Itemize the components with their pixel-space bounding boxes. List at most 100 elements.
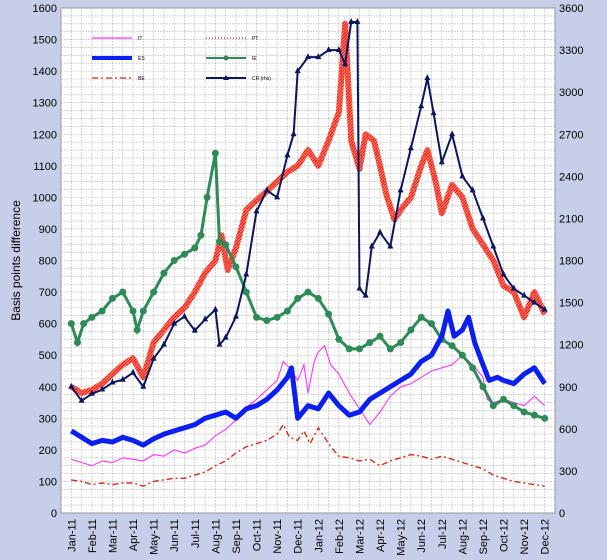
series-cr-rhs-marker [140, 382, 147, 389]
series-cr-rhs-marker [294, 67, 301, 74]
series-ie-marker [304, 288, 312, 296]
series-cr-rhs-marker [181, 312, 188, 319]
x-tick-label: Oct-11 [252, 519, 264, 551]
legend-es: ES [92, 56, 145, 62]
series-ie-marker [88, 313, 96, 321]
series-cr-rhs-marker [418, 102, 425, 109]
y-tick-label: 900 [39, 224, 57, 236]
series-ie-marker [530, 411, 538, 419]
x-tick-label: Dec-12 [540, 519, 552, 554]
x-tick-label: Feb-12 [334, 519, 346, 554]
series-ie-marker [197, 231, 205, 239]
series-cr-rhs-marker [490, 242, 497, 249]
series-cr-rhs-marker [150, 354, 157, 361]
series-cr-rhs-marker [362, 291, 369, 298]
x-tick-label: May-12 [396, 519, 408, 556]
series-ie-marker [448, 342, 456, 350]
series-cr-rhs-marker [171, 319, 178, 326]
series-cr-rhs-marker [438, 158, 445, 165]
series-cr-rhs-marker [407, 144, 414, 151]
y-tick-label: 600 [39, 319, 57, 331]
series-ie-marker [232, 263, 240, 271]
series-ie-marker [181, 250, 188, 258]
y-tick-label: 1400 [33, 66, 57, 78]
x-tick-label: Sep-11 [231, 519, 243, 554]
x-tick-label: Nov-12 [519, 519, 531, 554]
series-cr-rhs-marker [424, 74, 431, 81]
y-tick-label: 0 [51, 508, 57, 520]
series-cr-rhs-marker [68, 382, 75, 389]
series-ie-marker [191, 244, 199, 252]
y-tick-label: 400 [39, 382, 57, 394]
series-cr-rhs-marker [479, 214, 486, 221]
series-ie-marker [407, 326, 415, 334]
series-ie-marker [314, 294, 322, 302]
legend-pt-label: PT [252, 36, 258, 42]
y2-tick-label: 0 [559, 508, 565, 520]
series-cr-rhs-marker [243, 270, 250, 277]
series-ie-marker [428, 320, 435, 328]
legend-pt: PT [206, 36, 258, 42]
series-cr-rhs-marker [305, 53, 311, 60]
series-es-line [69, 308, 547, 448]
y-tick-label: 500 [39, 350, 57, 362]
x-tick-label: Oct-12 [499, 519, 511, 552]
series-cr-rhs-marker [212, 305, 219, 312]
series-cr-rhs-marker [284, 151, 291, 158]
series-cr-rhs-marker [521, 291, 528, 298]
x-tick-label: Apr-12 [375, 519, 387, 552]
series-cr-rhs-marker [449, 130, 456, 137]
series-cr-rhs-marker [315, 53, 322, 60]
series-cr-rhs-marker [500, 270, 507, 277]
x-tick-label: Aug-11 [210, 519, 222, 554]
series-cr-rhs-marker [368, 242, 375, 249]
series-ie-marker [520, 408, 528, 416]
legend-be-label: BE [138, 76, 145, 82]
x-tick-label: Jun-11 [169, 519, 181, 552]
series-cr-rhs-marker [274, 193, 281, 200]
series-cr-rhs-marker [263, 186, 270, 193]
series-ie-marker [417, 313, 425, 321]
y2-tick-label: 1800 [559, 256, 583, 268]
series-ie-marker [242, 288, 250, 296]
y-tick-label: 800 [39, 256, 57, 268]
series-cr-rhs-marker [459, 172, 466, 179]
series-ie-marker [98, 307, 106, 315]
series-ie-marker [203, 193, 211, 201]
legend-ie-label: IE [252, 56, 257, 62]
y-tick-label: 1600 [33, 3, 57, 15]
series-ie-marker [397, 339, 405, 347]
legend-cr-rhs-marker [223, 75, 229, 80]
series-ie-marker [263, 316, 271, 324]
legend-cr-rhs: CR (rhs) [206, 75, 271, 82]
series-cr-rhs-marker [216, 340, 223, 347]
y-tick-label: 1100 [33, 161, 57, 173]
series-ie-marker [108, 294, 116, 302]
series-ie-marker [139, 307, 147, 315]
x-tick-label: Nov-11 [272, 519, 284, 554]
series-ie-marker [273, 313, 281, 321]
series-cr-rhs-marker [160, 340, 167, 347]
series-cr-rhs-marker [387, 242, 394, 249]
series-cr-rhs-marker [377, 228, 384, 235]
series-ie-marker [222, 241, 230, 249]
series-cr-rhs-marker [531, 298, 538, 305]
series-cr-rhs-marker [397, 186, 404, 193]
series-ie-marker [355, 345, 363, 353]
series-ie-marker [500, 395, 508, 403]
y-tick-label: 700 [39, 287, 57, 299]
y-axis-title: Basis points difference [9, 200, 23, 321]
series-cr-rhs-marker [541, 305, 548, 312]
series-cr-rhs-marker [510, 284, 517, 291]
series-ie-marker [80, 320, 88, 328]
series-cr-rhs-marker [290, 130, 297, 137]
x-tick-label: May-11 [149, 519, 161, 555]
y-tick-label: 200 [39, 445, 57, 457]
y-tick-label: 1000 [33, 192, 57, 204]
y2-tick-label: 300 [559, 466, 577, 478]
series-cr-rhs-marker [356, 284, 363, 291]
y2-tick-label: 1200 [559, 340, 583, 352]
series-ie-marker [67, 320, 75, 328]
legend-it: IT [92, 36, 142, 42]
